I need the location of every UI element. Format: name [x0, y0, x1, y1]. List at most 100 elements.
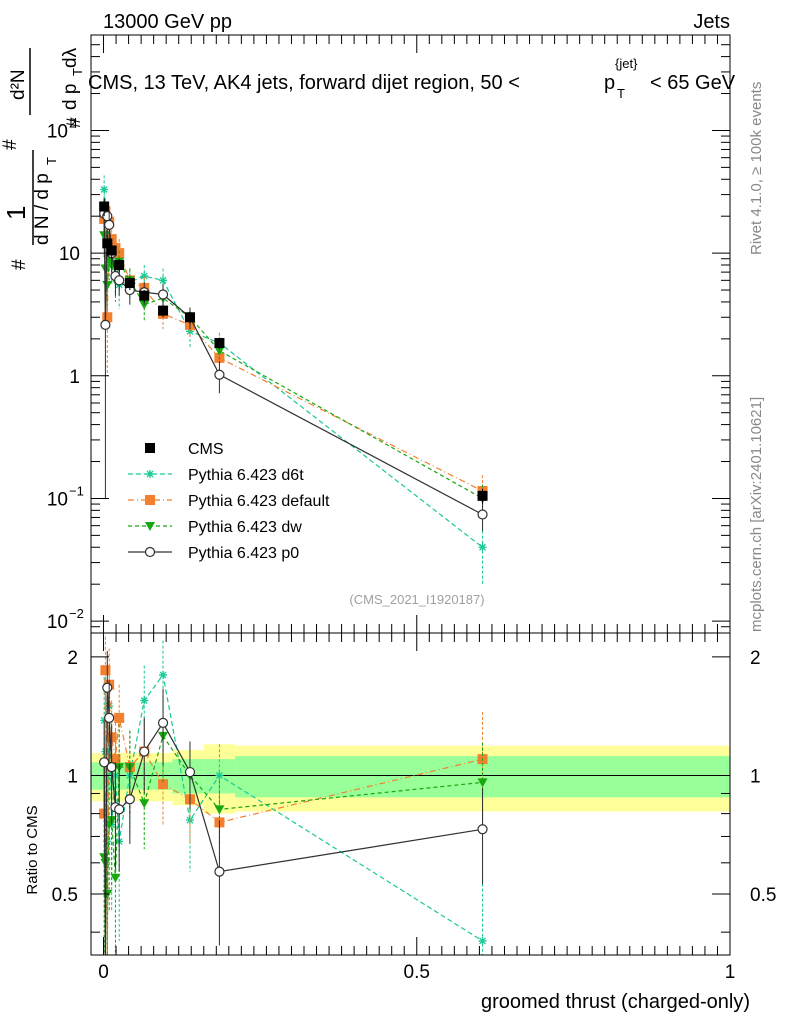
- ratio-point-d6t: [140, 696, 149, 705]
- source-label: mcplots.cern.ch [arXiv:2401.10621]: [748, 397, 765, 632]
- main-panel: [99, 175, 488, 585]
- main-point-d6t: [159, 276, 168, 285]
- main-point-dw: [100, 264, 111, 274]
- main-ylabel: # 1 d N / d p T # d²N # d p T dλ: [0, 47, 85, 270]
- ratio-point-d6t: [478, 936, 487, 945]
- ratio-line-default: [103, 670, 483, 956]
- ratio-point-p0: [124, 794, 135, 805]
- legend-marker-p0: [144, 546, 156, 558]
- main-ytick-label: 10: [47, 489, 68, 510]
- ratio-ytick-label: 0.5: [52, 885, 78, 906]
- ratio-point-p0: [477, 824, 488, 835]
- main-ytick-label: 10: [59, 244, 80, 265]
- svg-text:T: T: [44, 157, 59, 165]
- ratio-point-default: [100, 665, 111, 676]
- main-ytick-exponent: 2: [69, 115, 76, 130]
- svg-text:d p: d p: [60, 84, 81, 110]
- svg-text:dλ: dλ: [60, 47, 81, 68]
- main-point-cms: [99, 201, 110, 212]
- main-point-p0: [214, 369, 225, 380]
- main-point-cms: [139, 290, 150, 301]
- main-point-p0: [104, 219, 115, 230]
- main-point-cms: [102, 238, 113, 249]
- ratio-frame: [90, 632, 731, 956]
- ratio-point-p0: [102, 682, 113, 693]
- ratio-ylabel: Ratio to CMS: [24, 805, 41, 894]
- svg-text:p: p: [604, 72, 615, 94]
- x-axis-label: groomed thrust (charged-only): [481, 991, 750, 1013]
- ratio-point-d6t: [215, 771, 224, 780]
- legend-entry-dw: Pythia 6.423 dw: [128, 519, 302, 536]
- ratio-point-p0: [157, 717, 169, 728]
- svg-text:< 65 GeV: < 65 GeV: [650, 72, 736, 94]
- main-point-dw: [102, 280, 113, 290]
- ratio-ytick-label: 1: [67, 766, 78, 787]
- main-line-default: [103, 211, 483, 492]
- svg-text:1: 1: [1, 206, 31, 220]
- svg-text:CMS, 13 TeV, AK4 jets, forward: CMS, 13 TeV, AK4 jets, forward dijet reg…: [88, 72, 520, 94]
- energy-label: 13000 GeV pp: [103, 11, 232, 33]
- legend-entry-d6t: Pythia 6.423 d6t: [128, 467, 304, 484]
- ratio-point-p0: [139, 746, 150, 757]
- main-point-cms: [158, 305, 169, 316]
- ratio-ytick-label-right: 1: [750, 766, 761, 787]
- ratio-point-default: [114, 712, 125, 723]
- main-point-p0: [100, 319, 111, 330]
- main-point-dw: [139, 300, 150, 310]
- legend-marker-dw: [145, 522, 155, 531]
- legend-label-default: Pythia 6.423 default: [188, 493, 330, 510]
- svg-text:T: T: [617, 86, 625, 101]
- main-point-p0: [157, 289, 169, 300]
- main-point-cms: [124, 278, 135, 289]
- ratio-ytick-label-right: 2: [750, 648, 761, 669]
- ratio-point-p0: [99, 757, 110, 768]
- ratio-point-dw: [139, 799, 150, 809]
- x-tick-label: 0.5: [404, 962, 430, 983]
- ratio-series-p0: [99, 651, 488, 956]
- main-point-default: [102, 312, 113, 323]
- main-point-cms: [114, 260, 125, 271]
- main-series-cms: [99, 198, 488, 505]
- ratio-ytick-label: 2: [67, 648, 78, 669]
- main-point-d6t: [140, 272, 149, 281]
- svg-text:d²N: d²N: [8, 69, 29, 100]
- ratio-point-p0: [106, 762, 117, 773]
- main-point-d6t: [100, 185, 109, 194]
- legend: CMS Pythia 6.423 d6t Pythia 6.423 default P…: [128, 441, 330, 562]
- ratio-point-default: [158, 779, 169, 790]
- main-ytick-label: 10: [47, 612, 68, 633]
- main-point-p0: [114, 275, 125, 286]
- legend-entry-cms: CMS: [145, 441, 224, 458]
- ratio-ytick-label-right: 0.5: [750, 885, 776, 906]
- main-point-p0: [477, 509, 488, 520]
- legend-label-d6t: Pythia 6.423 d6t: [188, 467, 304, 484]
- ratio-point-default: [110, 754, 121, 765]
- svg-text:T: T: [70, 68, 85, 76]
- legend-marker-default: [145, 495, 155, 505]
- ratio-point-dw: [110, 873, 121, 883]
- legend-entry-default: Pythia 6.423 default: [128, 493, 330, 510]
- main-point-dw: [214, 346, 225, 356]
- ratio-point-p0: [214, 866, 225, 877]
- ratio-point-p0: [104, 712, 115, 724]
- svg-text:#: #: [0, 139, 21, 150]
- legend-label-dw: Pythia 6.423 dw: [188, 519, 302, 536]
- rivet-label: Rivet 4.1.0, ≥ 100k events: [748, 82, 765, 255]
- main-point-cms: [184, 312, 195, 323]
- main-line-dw: [103, 235, 483, 499]
- main-title: CMS, 13 TeV, AK4 jets, forward dijet reg…: [88, 56, 736, 101]
- legend-entry-p0: Pythia 6.423 p0: [128, 545, 299, 562]
- main-point-d6t: [478, 543, 487, 552]
- legend-label-cms: CMS: [188, 441, 224, 458]
- ratio-point-p0: [184, 766, 196, 778]
- svg-text:d N / d p: d N / d p: [32, 173, 53, 245]
- ratio-point-dw: [477, 778, 488, 788]
- ratio-point-p0: [114, 804, 125, 815]
- main-ytick-exponent: −1: [69, 483, 84, 498]
- category-label: Jets: [693, 11, 730, 33]
- main-point-cms: [477, 490, 488, 501]
- main-ytick-label: 10: [47, 121, 68, 142]
- legend-label-p0: Pythia 6.423 p0: [188, 545, 299, 562]
- legend-marker-cms: [145, 443, 155, 453]
